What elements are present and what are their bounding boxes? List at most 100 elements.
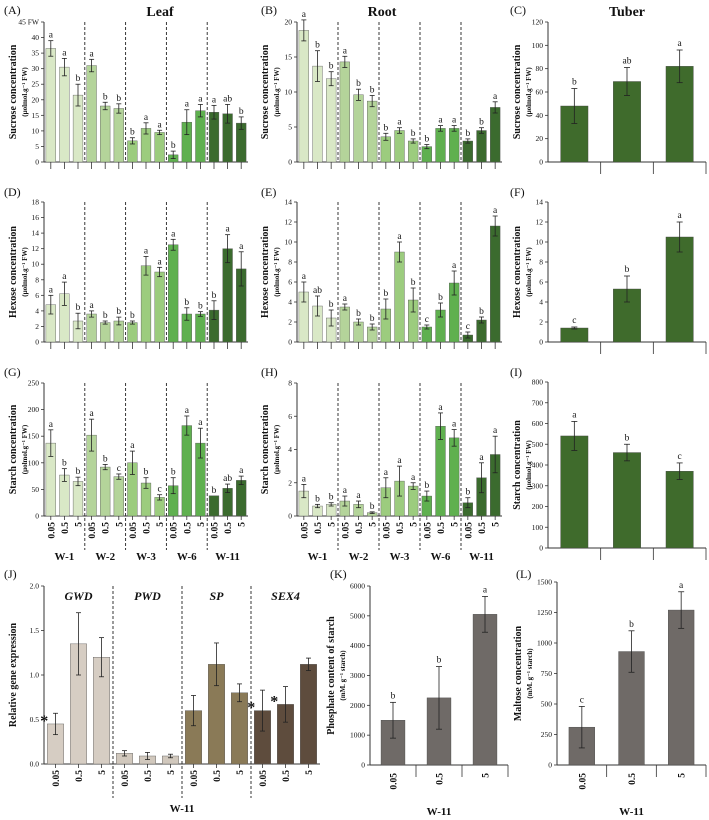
bar <box>154 271 165 343</box>
significance-letter: a <box>62 48 67 58</box>
significance-letter: b <box>437 656 442 666</box>
panel-e: 0 2 4 6 8 10 12 14 Hexose concentration (µolmol.g… <box>260 198 502 349</box>
significance-letter: b <box>356 79 361 89</box>
y-tick-label: 300 <box>532 481 544 490</box>
bar <box>339 61 350 163</box>
significance-letter: b <box>103 311 108 321</box>
y-tick-label: 700 <box>532 398 544 407</box>
y-axis-unit: (µolmol.g⁻¹ FW) <box>21 424 29 474</box>
panel-label-j: (J) <box>4 567 17 581</box>
y-tick-label: 12 <box>536 218 544 227</box>
bar <box>100 105 111 163</box>
x-level-label: 5 <box>451 522 461 527</box>
x-level-label: 0.05 <box>341 522 351 539</box>
significance-letter: a <box>49 285 54 295</box>
y-tick-label: 8 <box>288 258 292 267</box>
bar <box>181 425 192 517</box>
y-tick-label: 0 <box>539 544 543 553</box>
panel-label-e: (E) <box>261 185 276 199</box>
significance-letter: a <box>438 403 443 413</box>
y-tick-label: 10 <box>32 126 40 135</box>
y-tick-label: 100 <box>532 41 544 50</box>
gene-label: SP <box>209 589 224 603</box>
y-tick-label: 40 <box>536 111 544 120</box>
y-axis-title: Starch concentration <box>260 404 271 494</box>
y-tick-label: 0 <box>35 338 39 347</box>
x-level-label: 0.5 <box>314 522 324 534</box>
y-tick-label: 500 <box>541 700 553 709</box>
x-level-label: 0.05 <box>52 770 62 787</box>
y-axis-title: Hexose concentration <box>8 226 19 318</box>
panel-label-a: (A) <box>4 3 21 17</box>
y-axis-unit: (µolmol.g⁻¹ FW) <box>273 247 281 297</box>
significance-letter: a <box>483 585 488 595</box>
group-label: W-2 <box>95 551 115 563</box>
significance-letter: a <box>89 49 94 59</box>
significance-letter: b <box>130 311 135 321</box>
significance-letter: a <box>185 406 190 416</box>
x-level-label: 0.05 <box>129 522 139 539</box>
x-level-label: 0.5 <box>355 522 365 534</box>
y-tick-label: 0 <box>361 761 365 770</box>
significance-letter: b <box>171 468 176 478</box>
x-level-label: 0.05 <box>121 770 131 787</box>
y-tick-label: 40 <box>32 33 40 42</box>
significance-letter: b <box>329 300 334 310</box>
significance-star: * <box>247 700 255 717</box>
y-tick-label: 35 <box>32 49 40 58</box>
panel-label-f: (F) <box>510 185 525 199</box>
y-axis-title: Relative gene expression <box>8 622 19 727</box>
y-tick-label: 0 <box>288 338 292 347</box>
significance-letter: c <box>466 322 470 332</box>
panel-label-b: (B) <box>261 3 277 17</box>
significance-letter: ab <box>313 286 322 296</box>
y-axis-unit: (µolmol.g⁻¹ FW) <box>21 67 29 117</box>
group-label: W-1 <box>308 551 328 563</box>
bar <box>613 452 641 549</box>
significance-letter: b <box>329 62 334 72</box>
significance-letter: b <box>370 314 375 324</box>
significance-star: * <box>270 693 278 710</box>
panel-j: 0.0 0.5 1.0 1.5 2.0 Relative gene expression *… <box>8 582 320 815</box>
y-tick-label: 15 <box>285 53 293 62</box>
y-tick-label: 100 <box>532 523 544 532</box>
y-tick-label: 4 <box>35 306 39 315</box>
significance-letter: b <box>171 141 176 151</box>
bar <box>560 327 589 343</box>
bar <box>127 322 138 343</box>
column-title-root: Root <box>368 5 397 20</box>
x-level-label: 0.5 <box>436 773 446 785</box>
x-level-label: 0.05 <box>190 770 200 787</box>
significance-letter: a <box>239 466 244 476</box>
group-label: W-11 <box>215 551 240 563</box>
x-level-label: 0.05 <box>423 522 433 539</box>
y-axis-title: Sucrose concentration <box>512 44 523 139</box>
significance-letter: a <box>157 257 162 267</box>
significance-letter: a <box>239 242 244 252</box>
bar <box>140 265 152 343</box>
x-level-label: 5 <box>410 522 420 527</box>
significance-letter: a <box>130 441 135 451</box>
y-tick-label: 1500 <box>537 578 552 587</box>
significance-letter: a <box>493 426 498 436</box>
significance-letter: b <box>76 467 81 477</box>
x-level-label: 0.5 <box>478 522 488 534</box>
significance-letter: a <box>49 420 54 430</box>
y-tick-label: 2000 <box>350 701 365 710</box>
y-tick-label: 6 <box>288 412 292 421</box>
y-axis-unit: (µolmol.g⁻¹ FW) <box>525 247 533 297</box>
y-tick-label: 400 <box>532 461 544 470</box>
y-tick-label: 12 <box>285 218 293 227</box>
y-tick-label: 10 <box>32 260 40 269</box>
significance-letter: b <box>438 293 443 303</box>
y-tick-label: 2 <box>288 478 292 487</box>
y-tick-label: 20 <box>32 95 40 104</box>
y-tick-label: 0 <box>288 158 292 167</box>
x-level-label: 0.5 <box>183 522 193 534</box>
y-tick-label: 2.0 <box>30 582 40 591</box>
significance-letter: a <box>62 272 67 282</box>
panel-label-k: (K) <box>330 567 347 581</box>
significance-letter: b <box>465 129 470 139</box>
y-axis-unit: (mM. g⁻¹ starch) <box>339 650 347 701</box>
